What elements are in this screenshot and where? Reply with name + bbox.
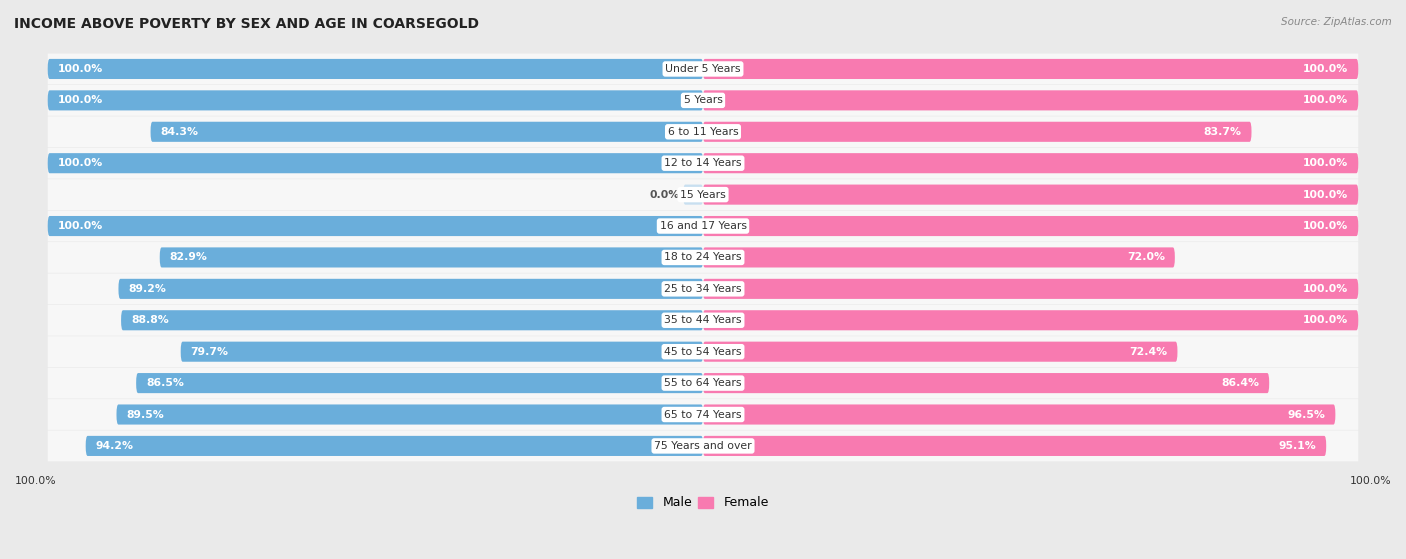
FancyBboxPatch shape xyxy=(703,91,1358,111)
Text: 95.1%: 95.1% xyxy=(1278,441,1316,451)
Text: 88.8%: 88.8% xyxy=(131,315,169,325)
Text: 100.0%: 100.0% xyxy=(1303,96,1348,106)
FancyBboxPatch shape xyxy=(181,342,703,362)
Text: 82.9%: 82.9% xyxy=(170,253,208,262)
Text: 86.4%: 86.4% xyxy=(1222,378,1260,388)
FancyBboxPatch shape xyxy=(48,430,1358,461)
Text: 25 to 34 Years: 25 to 34 Years xyxy=(664,284,742,294)
FancyBboxPatch shape xyxy=(48,179,1358,210)
FancyBboxPatch shape xyxy=(48,399,1358,430)
Text: 45 to 54 Years: 45 to 54 Years xyxy=(664,347,742,357)
Text: 55 to 64 Years: 55 to 64 Years xyxy=(664,378,742,388)
FancyBboxPatch shape xyxy=(683,184,703,205)
Text: 15 Years: 15 Years xyxy=(681,190,725,200)
FancyBboxPatch shape xyxy=(121,310,703,330)
FancyBboxPatch shape xyxy=(703,373,1270,393)
FancyBboxPatch shape xyxy=(48,305,1358,335)
FancyBboxPatch shape xyxy=(48,368,1358,399)
Text: 75 Years and over: 75 Years and over xyxy=(654,441,752,451)
FancyBboxPatch shape xyxy=(703,248,1175,268)
Text: 89.5%: 89.5% xyxy=(127,410,165,419)
Text: 35 to 44 Years: 35 to 44 Years xyxy=(664,315,742,325)
Text: 100.0%: 100.0% xyxy=(1303,221,1348,231)
Text: 100.0%: 100.0% xyxy=(1350,476,1391,486)
Text: 72.4%: 72.4% xyxy=(1129,347,1167,357)
Text: Under 5 Years: Under 5 Years xyxy=(665,64,741,74)
FancyBboxPatch shape xyxy=(48,337,1358,367)
Text: 5 Years: 5 Years xyxy=(683,96,723,106)
Legend: Male, Female: Male, Female xyxy=(633,491,773,514)
FancyBboxPatch shape xyxy=(160,248,703,268)
Text: 16 and 17 Years: 16 and 17 Years xyxy=(659,221,747,231)
FancyBboxPatch shape xyxy=(703,310,1358,330)
Text: 79.7%: 79.7% xyxy=(191,347,229,357)
Text: 0.0%: 0.0% xyxy=(650,190,681,200)
FancyBboxPatch shape xyxy=(117,405,703,425)
FancyBboxPatch shape xyxy=(86,436,703,456)
FancyBboxPatch shape xyxy=(703,342,1177,362)
FancyBboxPatch shape xyxy=(48,153,703,173)
FancyBboxPatch shape xyxy=(703,216,1358,236)
Text: 94.2%: 94.2% xyxy=(96,441,134,451)
FancyBboxPatch shape xyxy=(703,279,1358,299)
Text: 100.0%: 100.0% xyxy=(58,221,103,231)
Text: 18 to 24 Years: 18 to 24 Years xyxy=(664,253,742,262)
Text: 96.5%: 96.5% xyxy=(1288,410,1326,419)
Text: Source: ZipAtlas.com: Source: ZipAtlas.com xyxy=(1281,17,1392,27)
Text: 89.2%: 89.2% xyxy=(128,284,166,294)
FancyBboxPatch shape xyxy=(48,116,1358,147)
Text: 6 to 11 Years: 6 to 11 Years xyxy=(668,127,738,137)
Text: 100.0%: 100.0% xyxy=(1303,64,1348,74)
FancyBboxPatch shape xyxy=(703,184,1358,205)
FancyBboxPatch shape xyxy=(703,59,1358,79)
FancyBboxPatch shape xyxy=(703,122,1251,142)
FancyBboxPatch shape xyxy=(118,279,703,299)
FancyBboxPatch shape xyxy=(150,122,703,142)
Text: 100.0%: 100.0% xyxy=(1303,284,1348,294)
FancyBboxPatch shape xyxy=(48,211,1358,241)
FancyBboxPatch shape xyxy=(703,153,1358,173)
Text: 65 to 74 Years: 65 to 74 Years xyxy=(664,410,742,419)
FancyBboxPatch shape xyxy=(48,54,1358,84)
Text: INCOME ABOVE POVERTY BY SEX AND AGE IN COARSEGOLD: INCOME ABOVE POVERTY BY SEX AND AGE IN C… xyxy=(14,17,479,31)
FancyBboxPatch shape xyxy=(48,273,1358,304)
Text: 100.0%: 100.0% xyxy=(1303,315,1348,325)
FancyBboxPatch shape xyxy=(48,242,1358,273)
Text: 12 to 14 Years: 12 to 14 Years xyxy=(664,158,742,168)
FancyBboxPatch shape xyxy=(48,85,1358,116)
FancyBboxPatch shape xyxy=(48,91,703,111)
Text: 83.7%: 83.7% xyxy=(1204,127,1241,137)
Text: 100.0%: 100.0% xyxy=(58,158,103,168)
Text: 100.0%: 100.0% xyxy=(58,64,103,74)
Text: 100.0%: 100.0% xyxy=(1303,158,1348,168)
FancyBboxPatch shape xyxy=(48,148,1358,178)
Text: 100.0%: 100.0% xyxy=(15,476,56,486)
FancyBboxPatch shape xyxy=(48,216,703,236)
FancyBboxPatch shape xyxy=(703,405,1336,425)
Text: 100.0%: 100.0% xyxy=(1303,190,1348,200)
Text: 100.0%: 100.0% xyxy=(58,96,103,106)
Text: 72.0%: 72.0% xyxy=(1128,253,1166,262)
FancyBboxPatch shape xyxy=(703,436,1326,456)
Text: 84.3%: 84.3% xyxy=(160,127,198,137)
Text: 86.5%: 86.5% xyxy=(146,378,184,388)
FancyBboxPatch shape xyxy=(48,59,703,79)
FancyBboxPatch shape xyxy=(136,373,703,393)
